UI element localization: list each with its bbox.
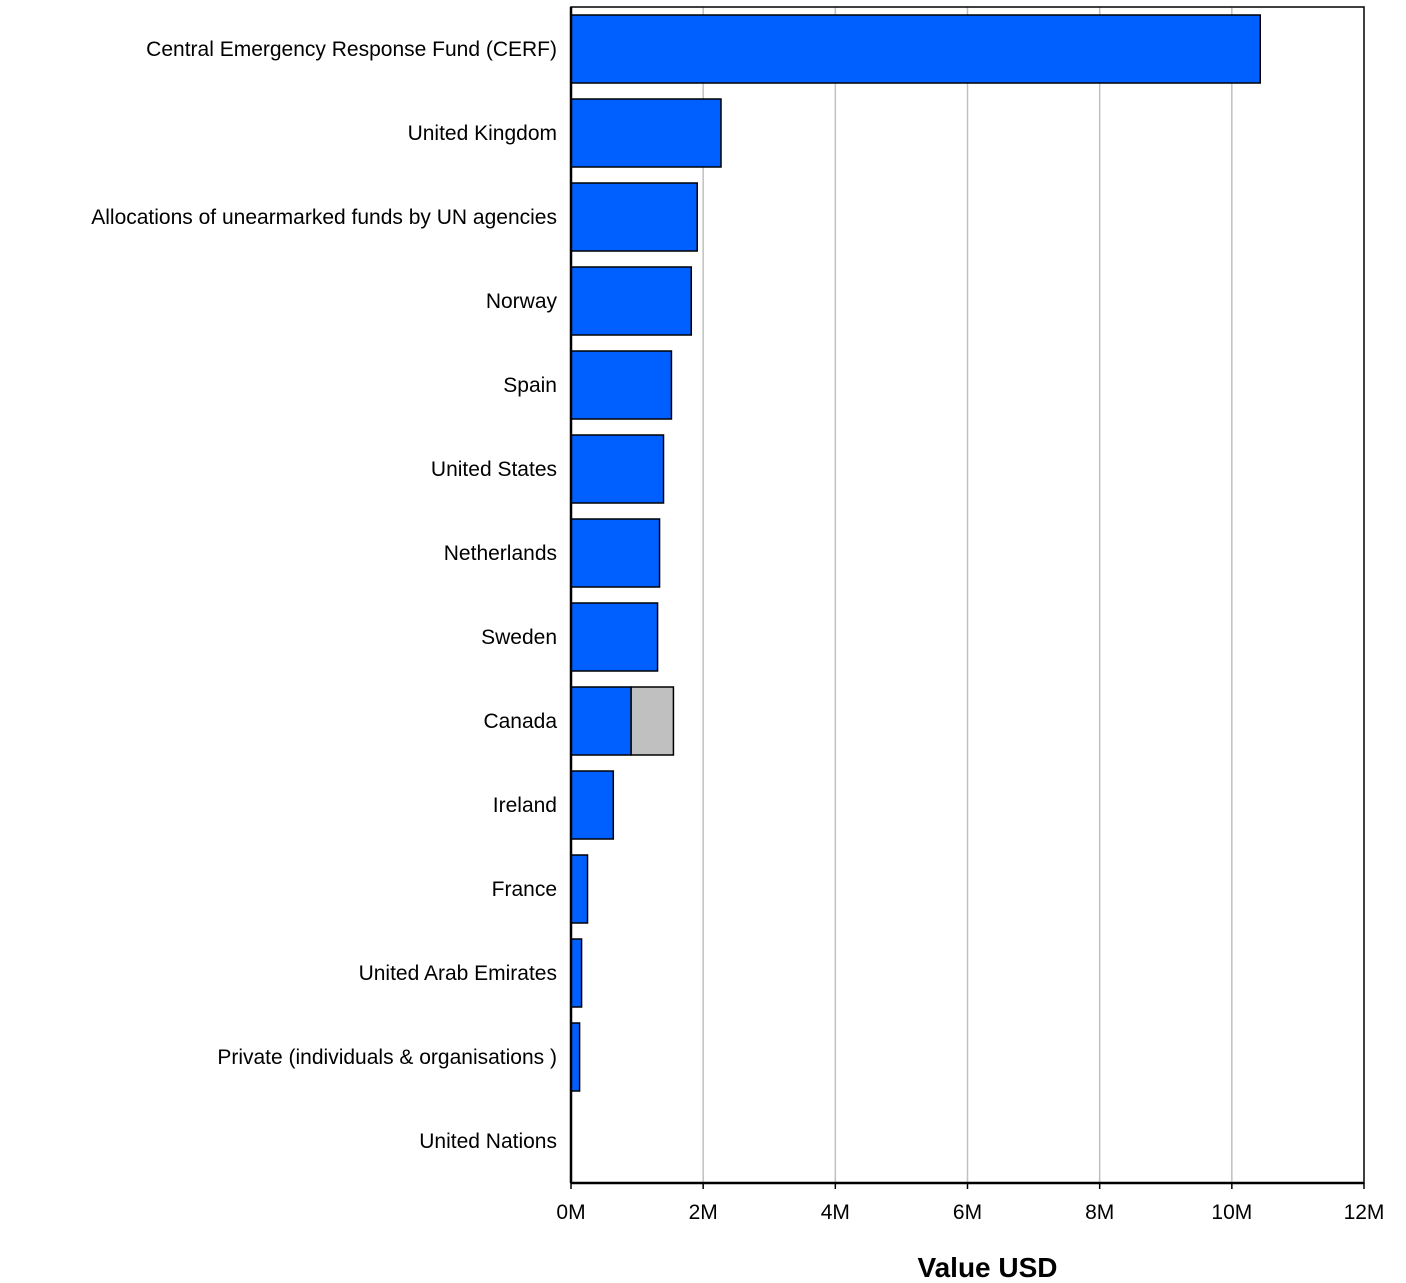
category-label: Allocations of unearmarked funds by UN a…	[91, 206, 557, 229]
category-label: United States	[431, 458, 557, 481]
bar-segment	[571, 603, 658, 671]
bar-segment	[631, 687, 673, 755]
bar-segment	[571, 1023, 580, 1091]
bars	[571, 15, 1260, 1091]
x-tick-label: 10M	[1211, 1201, 1252, 1224]
category-label: Central Emergency Response Fund (CERF)	[146, 38, 557, 61]
x-tick-label: 0M	[556, 1201, 585, 1224]
category-label: United Kingdom	[408, 122, 557, 145]
bar-segment	[571, 183, 697, 251]
category-label: Private (individuals & organisations )	[217, 1046, 557, 1069]
bar-segment	[571, 267, 691, 335]
bar-segment	[571, 855, 588, 923]
category-label: Netherlands	[444, 542, 557, 565]
bar-segment	[571, 519, 660, 587]
x-tick-label: 12M	[1344, 1201, 1385, 1224]
category-label: Spain	[503, 374, 557, 397]
x-tick-label: 4M	[821, 1201, 850, 1224]
bar-segment	[571, 771, 613, 839]
x-tick-label: 6M	[953, 1201, 982, 1224]
gridlines	[703, 7, 1232, 1183]
category-label: United Arab Emirates	[359, 962, 557, 985]
x-tick-label: 2M	[689, 1201, 718, 1224]
x-tick-labels: 0M 2M 4M 6M 8M 10M 12M	[556, 1183, 1384, 1224]
category-label: Sweden	[481, 626, 557, 649]
bar-segment	[571, 939, 582, 1007]
x-axis-title: Value USD	[917, 1252, 1057, 1283]
x-tick-label: 8M	[1085, 1201, 1114, 1224]
bar-segment	[571, 687, 631, 755]
bar-segment	[571, 15, 1260, 83]
category-label: France	[492, 878, 557, 901]
category-label: Ireland	[493, 794, 557, 817]
category-labels: Central Emergency Response Fund (CERF) Un…	[91, 38, 557, 1153]
category-label: Canada	[483, 710, 557, 733]
bar-segment	[571, 351, 671, 419]
category-label: United Nations	[419, 1130, 557, 1153]
bar-segment	[571, 435, 664, 503]
bar-segment	[571, 99, 721, 167]
category-label: Norway	[486, 290, 558, 313]
